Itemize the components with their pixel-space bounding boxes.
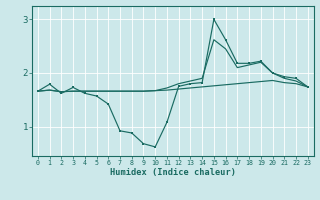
X-axis label: Humidex (Indice chaleur): Humidex (Indice chaleur)	[110, 168, 236, 177]
